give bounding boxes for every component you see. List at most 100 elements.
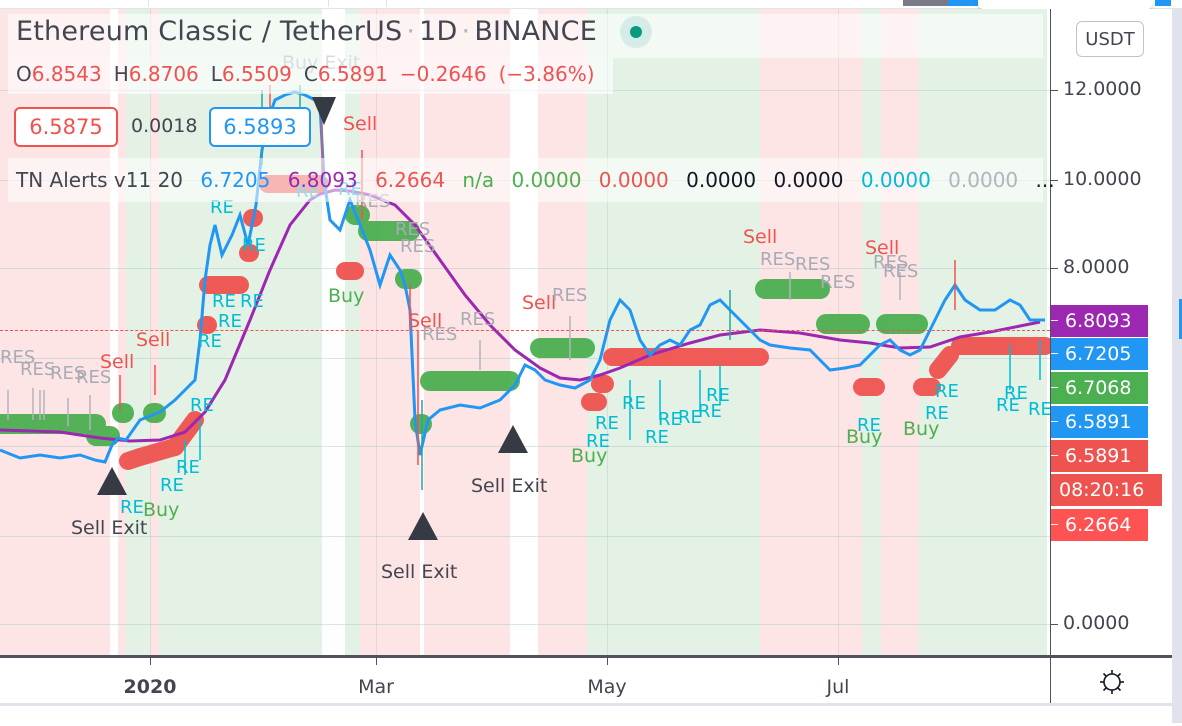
legend-backdrop bbox=[8, 158, 1043, 202]
sell-signal-label: Sell bbox=[408, 310, 443, 332]
bg-band-neutral bbox=[110, 9, 118, 655]
grid-line bbox=[0, 536, 1050, 537]
re-label: RE bbox=[240, 291, 264, 312]
sell-exit-marker-icon bbox=[498, 425, 528, 453]
toolbar-segment[interactable] bbox=[148, 0, 329, 7]
buy-signal-label: Buy bbox=[328, 285, 365, 307]
grid-line bbox=[0, 268, 1050, 269]
symbol-name[interactable]: Ethereum Classic / TetherUS bbox=[16, 16, 403, 47]
legend-backdrop bbox=[8, 14, 1043, 58]
indicator-value: 0.0000 bbox=[598, 168, 669, 192]
buy-signal-label: Buy bbox=[571, 445, 608, 467]
res-label: RES bbox=[873, 252, 909, 273]
toolbar-segment[interactable] bbox=[328, 0, 387, 7]
axis-tick bbox=[607, 658, 608, 665]
res-label: RES bbox=[795, 254, 831, 275]
sell-signal-label: Sell bbox=[136, 329, 171, 351]
sell-exit-label: Sell Exit bbox=[471, 475, 548, 497]
high-label: H bbox=[113, 62, 129, 86]
separator: · bbox=[461, 16, 471, 47]
indicator-value: 0.0000 bbox=[511, 168, 582, 192]
bg-band-neutral bbox=[420, 9, 424, 655]
grid-line bbox=[150, 9, 151, 655]
chart-pane[interactable]: Sell Sell Sell Sell Sell Sell Sell Buy B… bbox=[0, 9, 1050, 655]
gear-icon bbox=[1100, 670, 1124, 694]
re-label: RE bbox=[678, 407, 702, 428]
re-label: RE bbox=[190, 395, 214, 416]
right-panel-edge bbox=[1172, 9, 1182, 723]
indicator-more-button[interactable]: ... bbox=[1035, 168, 1055, 192]
grid-line bbox=[376, 9, 377, 655]
price-tick-label: 10.0000 bbox=[1063, 168, 1142, 190]
indicator-name[interactable]: TN Alerts v11 20 bbox=[16, 168, 184, 192]
bg-band-bearish bbox=[150, 9, 159, 655]
sell-exit-label: Sell Exit bbox=[381, 561, 458, 583]
re-label: RE bbox=[160, 475, 184, 496]
res-label: RES bbox=[460, 309, 496, 330]
low-label: L bbox=[210, 62, 222, 86]
res-label: RES bbox=[76, 367, 112, 388]
chart-settings-button[interactable] bbox=[1050, 655, 1173, 706]
re-label: RE bbox=[1004, 383, 1028, 404]
indicator-value: 6.7205 bbox=[200, 168, 271, 192]
axis-tick bbox=[1051, 624, 1058, 625]
price-label-ma: 6.8093 bbox=[1051, 305, 1148, 337]
re-label: RE bbox=[210, 197, 234, 218]
bg-band-bearish bbox=[118, 9, 126, 655]
res-label: RES bbox=[422, 324, 458, 345]
close-value: 6.5891 bbox=[317, 62, 388, 86]
panel-indicator bbox=[1179, 299, 1182, 339]
indicator-value: 0.0000 bbox=[773, 168, 844, 192]
indicator-value: 6.2664 bbox=[375, 168, 446, 192]
indicator-legend[interactable]: TN Alerts v11 20 6.7205 6.8093 6.2664 n/… bbox=[16, 168, 1066, 192]
sell-signal-label: Sell bbox=[100, 351, 135, 373]
res-label: RES bbox=[883, 261, 919, 282]
spread-value: 0.0018 bbox=[131, 115, 198, 137]
currency-button[interactable]: USDT bbox=[1076, 21, 1144, 57]
re-label: RE bbox=[996, 395, 1020, 416]
change-value: −0.2646 bbox=[399, 62, 487, 86]
buy-ask-button[interactable]: 6.5893 bbox=[209, 107, 311, 147]
sell-exit-marker-icon bbox=[408, 512, 438, 540]
time-tick-label: Mar bbox=[358, 676, 394, 698]
close-label: C bbox=[303, 62, 318, 86]
buy-exit-marker-icon bbox=[312, 97, 336, 125]
price-label-stop: 6.2664 bbox=[1051, 509, 1148, 541]
re-label: RE bbox=[212, 291, 236, 312]
price-label-last: 6.5891 bbox=[1051, 440, 1148, 472]
price-label-ask: 6.5891 bbox=[1051, 406, 1148, 438]
bg-band-bullish bbox=[126, 9, 150, 655]
buy-signal-label: Buy bbox=[143, 499, 180, 521]
time-axis[interactable]: 2020 Mar May Jul bbox=[0, 655, 1050, 706]
re-label: RE bbox=[120, 497, 144, 518]
sell-exit-label: Sell Exit bbox=[71, 517, 148, 539]
res-label: RES bbox=[395, 219, 431, 240]
axis-tick bbox=[150, 658, 151, 665]
toolbar-segment[interactable] bbox=[0, 0, 149, 7]
res-label: RES bbox=[400, 236, 436, 257]
toolbar-indicator-blue bbox=[948, 0, 978, 6]
indicator-value: 0.0000 bbox=[948, 168, 1019, 192]
axis-tick bbox=[1051, 268, 1058, 269]
price-series-plot bbox=[0, 85, 1050, 490]
toolbar-indicator-blue bbox=[1155, 0, 1171, 6]
low-value: 6.5509 bbox=[221, 62, 292, 86]
re-label: RE bbox=[645, 427, 669, 448]
buy-signal-label: Buy bbox=[903, 418, 940, 440]
indicator-value: 0.0000 bbox=[686, 168, 757, 192]
market-status-icon[interactable] bbox=[620, 16, 652, 48]
time-tick-label: Jul bbox=[826, 676, 850, 698]
re-label: RE bbox=[176, 457, 200, 478]
interval[interactable]: 1D bbox=[419, 16, 458, 47]
res-label: RES bbox=[0, 347, 36, 368]
re-label: RE bbox=[586, 431, 610, 452]
symbol-title[interactable]: Ethereum Classic / TetherUS · 1D · BINANCE bbox=[16, 16, 597, 47]
re-label: RE bbox=[698, 401, 722, 422]
indicator-value: 6.8093 bbox=[287, 168, 358, 192]
sell-bid-button[interactable]: 6.5875 bbox=[14, 107, 118, 147]
indicator-value: 0.0000 bbox=[860, 168, 931, 192]
re-label: RE bbox=[658, 409, 682, 430]
axis-tick bbox=[1051, 180, 1058, 181]
re-label: RE bbox=[218, 311, 242, 332]
re-label: RE bbox=[706, 385, 730, 406]
